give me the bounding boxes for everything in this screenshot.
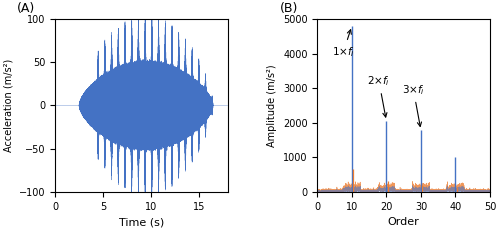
Y-axis label: Amplitude (m/s²): Amplitude (m/s²): [268, 64, 278, 147]
Y-axis label: Acceleration (m/s²): Acceleration (m/s²): [3, 59, 13, 152]
Text: (A): (A): [17, 2, 36, 15]
X-axis label: Order: Order: [388, 217, 420, 227]
Text: (B): (B): [280, 2, 298, 15]
Text: $1{\times}f_i$: $1{\times}f_i$: [332, 30, 355, 59]
Text: $2{\times}f_i$: $2{\times}f_i$: [368, 74, 390, 117]
X-axis label: Time (s): Time (s): [118, 217, 164, 227]
Text: $3{\times}f_i$: $3{\times}f_i$: [402, 83, 425, 126]
